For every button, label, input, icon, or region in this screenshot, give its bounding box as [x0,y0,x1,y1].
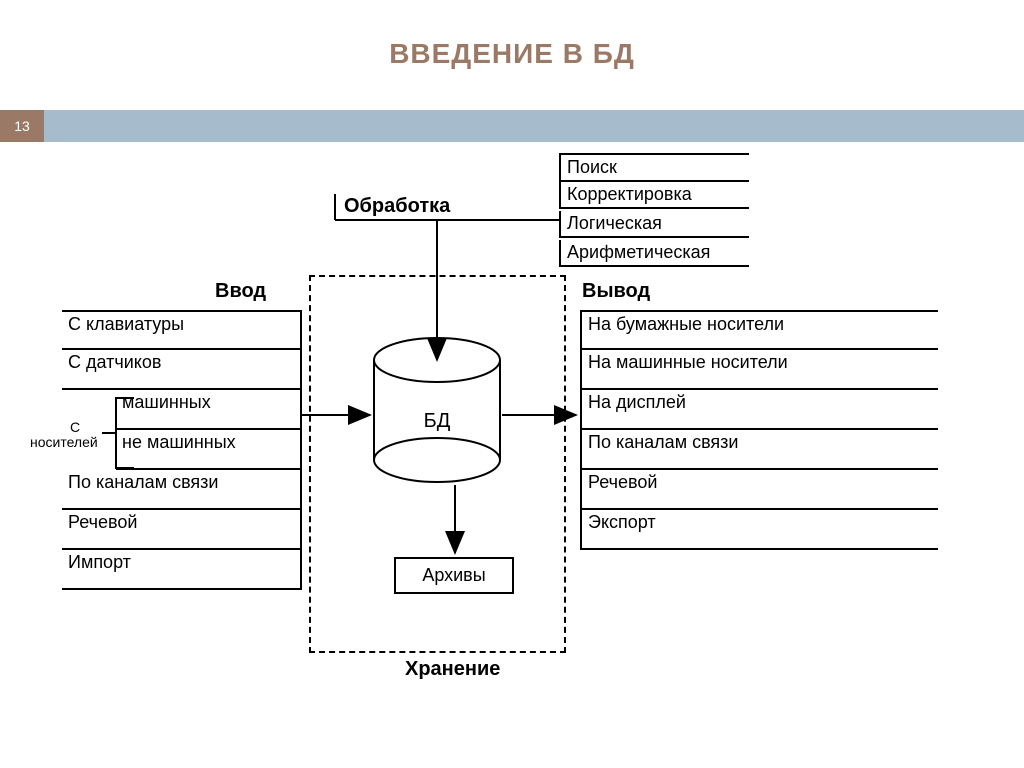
processing-item-2: Логическая [559,211,749,238]
input-note-line2: носителей [30,435,120,450]
input-item-1: С датчиков [62,350,302,390]
db-label: БД [407,410,467,433]
page-number-badge: 13 [0,110,44,142]
input-item-5: Речевой [62,510,302,550]
output-item-2: На дисплей [580,390,938,430]
processing-item-3: Арифметическая [559,240,749,267]
processing-item-0: Поиск [559,153,749,182]
output-item-1: На машинные носители [580,350,938,390]
input-item-0: С клавиатуры [62,310,302,350]
input-item-3: не машинных [116,430,302,470]
input-note: С носителей [30,420,120,449]
archive-box: Архивы [394,557,514,594]
input-note-line1: С [30,420,120,435]
output-item-4: Речевой [580,470,938,510]
output-item-3: По каналам связи [580,430,938,470]
storage-boundary [309,275,566,653]
input-item-4: По каналам связи [62,470,302,510]
input-item-6: Импорт [62,550,302,590]
storage-heading: Хранение [405,658,500,681]
slide: ВВЕДЕНИЕ В БД 13 Обработка Поиск Коррект… [0,0,1024,768]
slide-title: ВВЕДЕНИЕ В БД [0,38,1024,70]
output-item-0: На бумажные носители [580,310,938,350]
output-item-5: Экспорт [580,510,938,550]
processing-heading: Обработка [344,195,450,218]
input-heading: Ввод [215,280,266,303]
processing-item-1: Корректировка [559,182,749,209]
input-item-2: машинных [116,390,302,430]
header-bar [0,110,1024,142]
output-heading: Вывод [582,280,650,303]
